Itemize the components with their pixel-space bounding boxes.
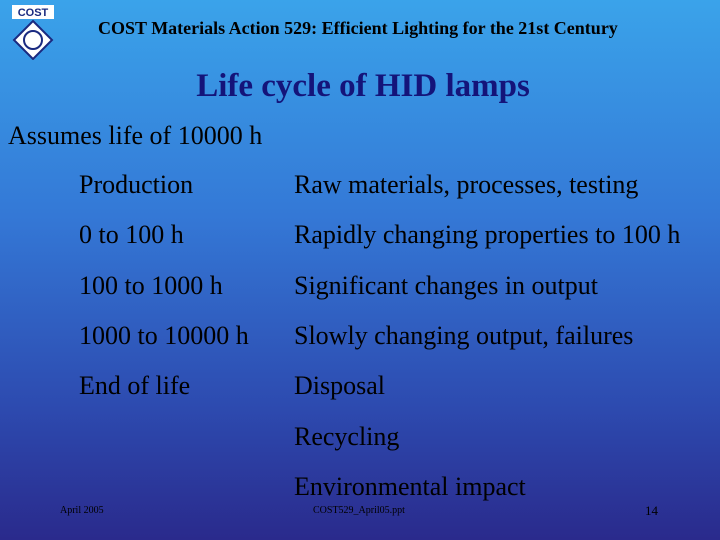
logo-band [12,5,54,19]
logo-diamond [12,19,54,60]
logo-circle [23,30,43,50]
detail: Recycling [294,421,400,451]
detail: Significant changes in output [294,270,599,300]
footer-file: COST529_April05.ppt [313,505,405,516]
stage: Production [79,170,194,199]
page-number: 14 [645,503,658,518]
detail: Disposal [294,371,385,401]
logo: COST [12,5,54,60]
header-title: COST Materials Action 529: Efficient Lig… [98,18,618,38]
stage: 100 to 1000 h [79,270,223,300]
intro: Assumes life of 10000 h [8,121,263,150]
detail: Raw materials, processes, testing [294,170,639,199]
stage: End of life [79,371,191,401]
stage: 0 to 100 h [79,220,184,250]
logo-text: COST [18,7,49,19]
slide-title: Life cycle of HID lamps [196,68,530,104]
detail: Slowly changing output, failures [294,320,634,350]
stage: 1000 to 10000 h [79,320,249,350]
footer-date: April 2005 [60,505,104,516]
detail: Environmental impact [294,471,526,501]
detail: Rapidly changing properties to 100 h [294,220,681,250]
